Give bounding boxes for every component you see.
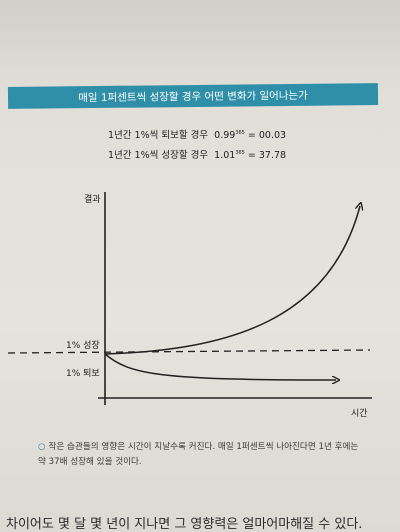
growth-curve (104, 206, 360, 355)
decline-prefix: 1년간 1%씩 퇴보할 경우 (108, 130, 209, 141)
body-text-line: 차이어도 몇 달 몇 년이 지나면 그 영향력은 얼마어마해질 수 있다. (6, 517, 363, 532)
decline-label: 1% 퇴보 (66, 369, 100, 379)
caption-bullet-icon: ○ (38, 442, 46, 452)
decline-equation: 1년간 1%씩 퇴보할 경우 0.99365 = 00.03 (108, 127, 286, 141)
growth-base: 1.01 (214, 150, 236, 161)
decline-result: = 00.03 (247, 130, 287, 141)
growth-prefix: 1년간 1%씩 성장할 경우 (108, 150, 209, 161)
y-axis-label: 결과 (84, 195, 101, 205)
figure-caption: ○ 작은 습관들의 영향은 시간이 지날수록 커진다. 매일 1퍼센트씩 나아진다… (38, 440, 368, 470)
x-axis-label: 시간 (351, 409, 368, 419)
growth-label: 1% 성장 (66, 341, 100, 351)
decline-exponent: 365 (235, 129, 245, 136)
caption-text: 작은 습관들의 영향은 시간이 지날수록 커진다. 매일 1퍼센트씩 나아진다면… (38, 442, 359, 467)
growth-result: = 37.78 (247, 150, 287, 161)
growth-equation: 1년간 1%씩 성장할 경우 1.01365 = 37.78 (108, 147, 286, 161)
baseline-dashed (7, 349, 371, 354)
growth-exponent: 365 (235, 149, 245, 156)
decline-base: 0.99 (214, 130, 236, 141)
decline-curve (104, 353, 336, 380)
